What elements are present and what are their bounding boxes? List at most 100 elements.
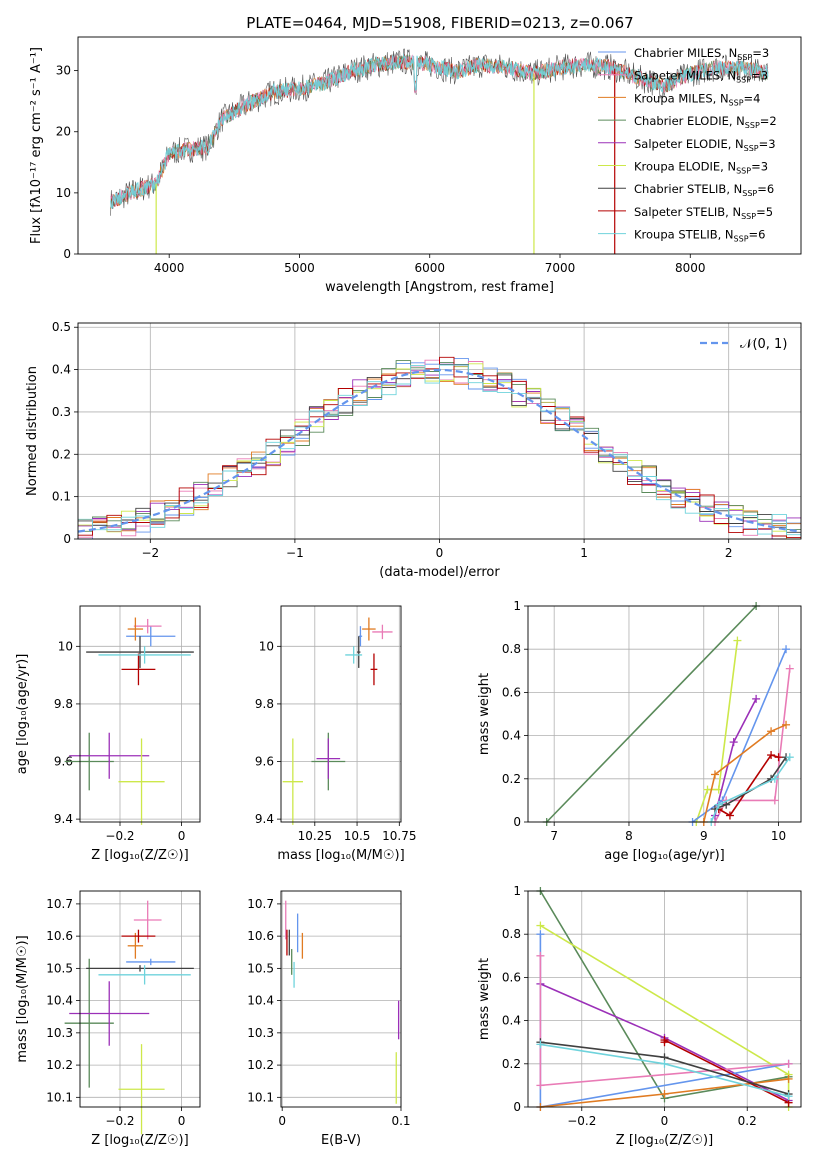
x-axis-label: E(B-V): [321, 1133, 361, 1148]
y-tick-label: 30: [56, 64, 71, 78]
y-tick-label: 9.6: [54, 755, 73, 769]
axes-frame: [77, 36, 802, 255]
y-axis-label: age [log₁₀(age/yr)]: [15, 654, 30, 775]
y-tick-label: 10.6: [247, 929, 274, 943]
weight-vs-z-panel: −0.2 0 0.2 0 0.2 0.4 0.6 0.8 1 Z [log₁₀(Z/Z☉)] mas…: [477, 884, 802, 1148]
x-tick-label: 8000: [675, 261, 706, 275]
y-tick-label: 0.6: [502, 970, 521, 984]
y-tick-label: 10.1: [46, 1090, 73, 1104]
x-axis-label: Z [log₁₀(Z/Z☉)]: [91, 848, 188, 863]
x-tick-label: 5000: [284, 261, 315, 275]
x-tick-label: 10.5: [344, 829, 371, 843]
y-tick-label: 10.2: [46, 1058, 73, 1072]
y-tick-label: 10.5: [247, 961, 274, 975]
y-tick-label: 9.8: [255, 697, 274, 711]
figure-title: PLATE=0464, MJD=51908, FIBERID=0213, z=0…: [246, 14, 633, 32]
series-line: [714, 698, 757, 816]
legend-entry: 𝒩(0, 1): [740, 337, 787, 352]
y-tick-label: 10.5: [46, 961, 73, 975]
x-tick-label: −1: [286, 546, 304, 560]
y-tick-label: 0.1: [52, 490, 71, 504]
x-tick-label: −0.2: [567, 1114, 596, 1128]
legend-entry: Salpeter MILES, NSSP=3: [634, 69, 768, 85]
x-tick-label: 10: [771, 829, 786, 843]
series-line: [695, 640, 739, 823]
legend-entry: Salpeter STELIB, NSSP=5: [634, 205, 773, 221]
x-tick-label: 9: [700, 829, 708, 843]
age-vs-mass-panel: 10.25 10.5 10.75 9.4 9.6 9.8 10 mass [log₁₀(M/M…: [255, 605, 416, 863]
x-tick-label: 0.1: [391, 1114, 410, 1128]
x-axis-label: (data-model)/error: [379, 565, 500, 580]
series-line: [714, 668, 791, 823]
y-tick-label: 10.7: [247, 897, 274, 911]
y-tick-label: 0.4: [502, 1014, 521, 1028]
axes-frame: [527, 605, 802, 823]
x-tick-label: 7: [550, 829, 558, 843]
y-tick-label: 1: [513, 884, 521, 898]
y-tick-label: 9.8: [54, 697, 73, 711]
residual-histogram-panel: −2 −1 0 1 2 0 0.1 0.2 0.3 0.4 0.5 (data-model)/erro…: [25, 320, 802, 580]
y-tick-label: 0.2: [52, 447, 71, 461]
axes-frame: [79, 605, 201, 823]
y-tick-label: 0.3: [52, 405, 71, 419]
axes-frame: [79, 890, 201, 1108]
y-axis-label: Flux [fλ10⁻¹⁷ erg cm⁻² s⁻¹ A⁻¹]: [29, 47, 44, 244]
series-line: [663, 1038, 789, 1104]
series-line: [546, 605, 757, 823]
y-tick-label: 0: [63, 532, 71, 546]
x-tick-label: 6000: [414, 261, 445, 275]
legend-entry: Kroupa STELIB, NSSP=6: [634, 228, 765, 244]
legend-entry: Chabrier ELODIE, NSSP=2: [634, 114, 777, 130]
spectrum-line: [110, 53, 769, 210]
y-tick-label: 1: [513, 599, 521, 613]
series-line: [718, 754, 779, 817]
y-tick-label: 10: [58, 639, 73, 653]
legend-entry: Kroupa ELODIE, NSSP=3: [634, 160, 768, 176]
y-axis-label: Normed distribution: [25, 366, 40, 496]
x-tick-label: 1: [580, 546, 588, 560]
x-tick-label: 7000: [545, 261, 576, 275]
x-tick-label: 0.2: [738, 1114, 757, 1128]
y-tick-label: 0.4: [52, 363, 71, 377]
series-line: [703, 724, 787, 823]
age-vs-z-panel: −0.2 0 9.4 9.6 9.8 10 Z [log₁₀(Z/Z☉)] age [log₁…: [15, 605, 201, 863]
legend-entry: Chabrier MILES, NSSP=3: [634, 46, 769, 62]
histogram-steps: [78, 356, 801, 538]
histogram-steps: [78, 364, 801, 536]
x-tick-label: 4000: [154, 261, 185, 275]
spectrum-legend: Chabrier MILES, NSSP=3 Salpeter MILES, NS…: [598, 46, 777, 244]
spectrum-panel: 4000 5000 6000 7000 8000 0 10 20 30 wavelength [A…: [29, 36, 802, 295]
y-axis-label: mass [log₁₀(M/M☉)]: [15, 935, 30, 1062]
axes-frame: [527, 890, 802, 1108]
x-tick-label: 0: [278, 1114, 286, 1128]
y-tick-label: 10: [259, 639, 274, 653]
series-line: [710, 756, 791, 823]
y-tick-label: 10.4: [247, 994, 274, 1008]
y-tick-label: 0.8: [502, 927, 521, 941]
y-tick-label: 0.2: [502, 1057, 521, 1071]
x-tick-label: 0: [661, 1114, 669, 1128]
y-axis-label: mass weight: [477, 673, 492, 755]
x-axis-label: Z [log₁₀(Z/Z☉)]: [91, 1133, 188, 1148]
x-axis-label: mass [log₁₀(M/M☉)]: [277, 848, 404, 863]
y-tick-label: 10.4: [46, 994, 73, 1008]
x-tick-label: 8: [625, 829, 633, 843]
y-tick-label: 0: [513, 815, 521, 829]
y-tick-label: 10.2: [247, 1058, 274, 1072]
y-tick-label: 10.6: [46, 929, 73, 943]
y-tick-label: 20: [56, 125, 71, 139]
y-axis-label: mass weight: [477, 958, 492, 1040]
legend-entry: Salpeter ELODIE, NSSP=3: [634, 137, 776, 153]
legend-entry: Kroupa MILES, NSSP=4: [634, 91, 760, 107]
x-axis-label: wavelength [Angstrom, rest frame]: [325, 280, 554, 295]
normal-curve: [77, 368, 802, 533]
y-tick-label: 0.6: [502, 685, 521, 699]
y-tick-label: 0.2: [502, 772, 521, 786]
y-tick-label: 10.1: [247, 1090, 274, 1104]
y-tick-label: 10.3: [247, 1026, 274, 1040]
x-axis-label: age [log₁₀(age/yr)]: [604, 848, 725, 863]
legend-entry: Chabrier STELIB, NSSP=6: [634, 182, 774, 198]
y-tick-label: 0.4: [502, 729, 521, 743]
x-tick-label: 0: [178, 829, 186, 843]
